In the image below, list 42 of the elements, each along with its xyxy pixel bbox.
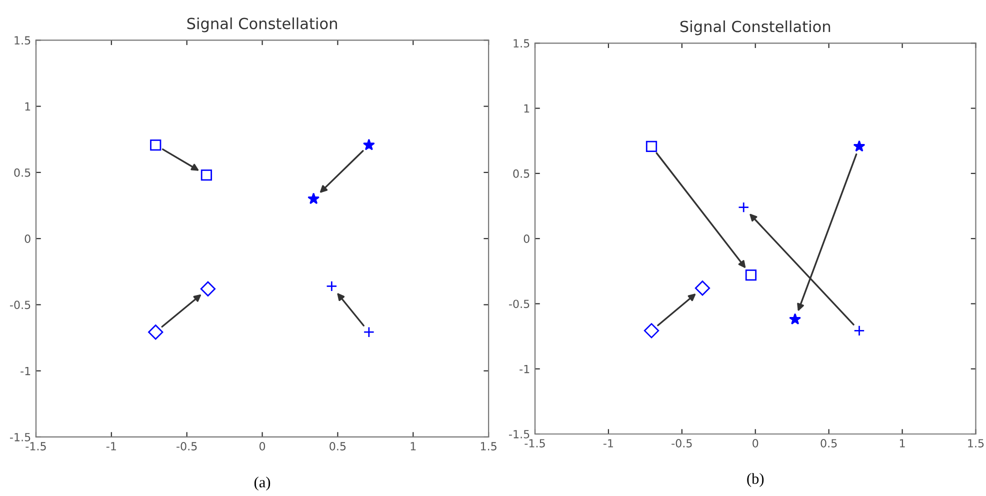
y-tick-label: -0.5 bbox=[10, 300, 30, 310]
x-tick-label: 0.5 bbox=[820, 439, 837, 448]
y-tick-label: 0.5 bbox=[14, 168, 30, 177]
x-tick-label: -1 bbox=[603, 439, 613, 448]
x-tick-label: 0 bbox=[259, 442, 266, 450]
x-tick-label: 1 bbox=[410, 442, 416, 450]
point bbox=[646, 140, 658, 152]
point bbox=[745, 270, 757, 281]
y-tick-label: 1.5 bbox=[514, 39, 530, 48]
point bbox=[148, 324, 164, 340]
y-tick-label: 1.5 bbox=[14, 36, 30, 45]
y-tick-label: -1 bbox=[520, 364, 530, 374]
x-tick-label: -0.5 bbox=[176, 442, 197, 450]
point bbox=[694, 280, 710, 296]
point bbox=[200, 281, 216, 296]
y-tick-label: 0 bbox=[524, 234, 530, 243]
chart-title: Signal Constellation bbox=[680, 20, 830, 36]
y-tick-label: 1 bbox=[524, 104, 530, 113]
point bbox=[853, 140, 866, 152]
y-tick-label: -0.5 bbox=[509, 300, 530, 308]
y-tick-label: 0.5 bbox=[513, 169, 530, 178]
point bbox=[362, 138, 375, 150]
y-tick-label: 0 bbox=[24, 234, 30, 243]
point bbox=[644, 323, 660, 338]
x-tick-label: -0.5 bbox=[672, 439, 692, 448]
x-tick-label: 0.5 bbox=[330, 442, 346, 450]
point bbox=[200, 170, 212, 181]
y-tick-label: 1 bbox=[25, 102, 30, 111]
point bbox=[150, 140, 162, 151]
y-tick-label: -1.5 bbox=[10, 433, 30, 442]
y-tick-label: -1 bbox=[20, 366, 30, 376]
x-tick-label: 0 bbox=[752, 439, 758, 448]
x-tick-label: 1.5 bbox=[480, 442, 496, 450]
x-tick-label: 1 bbox=[900, 439, 905, 448]
chart-title: Signal Constellation bbox=[187, 17, 337, 32]
x-tick-label: 1.5 bbox=[968, 439, 984, 448]
text: (a) bbox=[254, 476, 270, 491]
y-tick-label: -1.5 bbox=[509, 430, 530, 438]
point bbox=[789, 313, 802, 325]
text: (b) bbox=[747, 473, 764, 487]
point bbox=[308, 192, 320, 204]
x-tick-label: -1 bbox=[106, 442, 116, 450]
